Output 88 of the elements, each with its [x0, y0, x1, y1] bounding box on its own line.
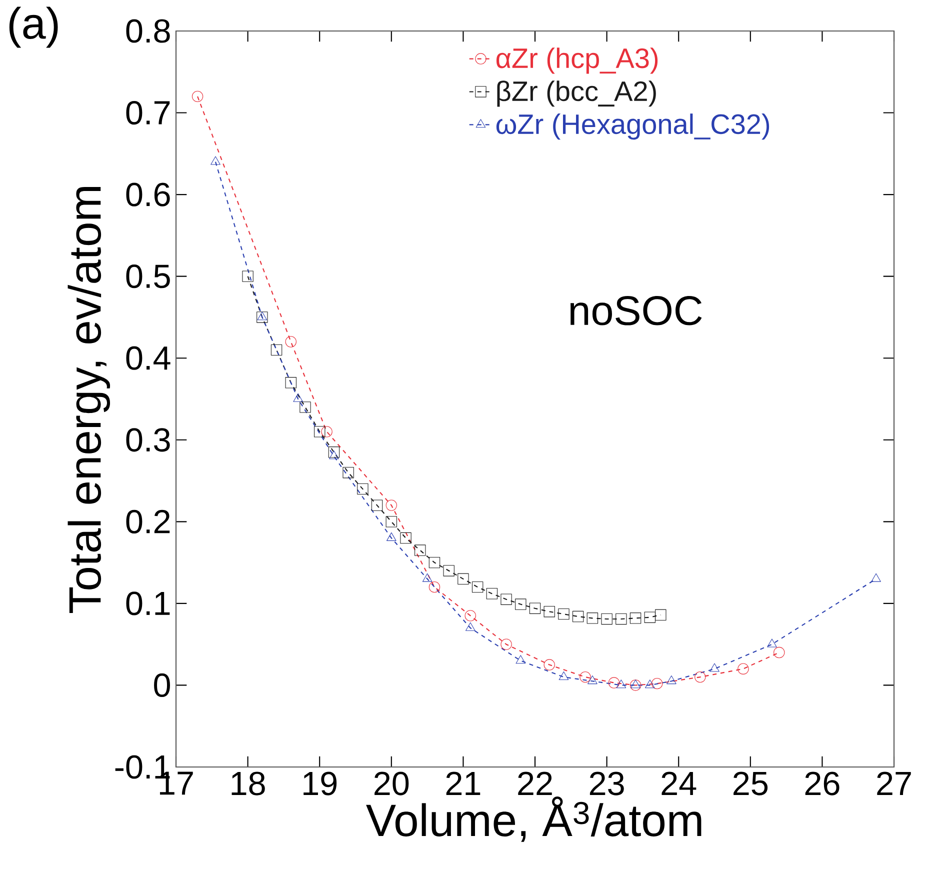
- x-tick-label: 25: [734, 772, 768, 796]
- point: [321, 426, 332, 438]
- point: [630, 612, 642, 624]
- legend-label: αZr (hcp_A3): [496, 48, 658, 74]
- point: [544, 606, 555, 618]
- point: [472, 581, 484, 593]
- point: [329, 450, 339, 460]
- x-tick-label: 22: [518, 772, 552, 795]
- point: [300, 402, 311, 413]
- point: [694, 671, 706, 683]
- point: [616, 613, 627, 625]
- point: [616, 680, 626, 688]
- y-tick-label: 0.2: [126, 510, 170, 534]
- point: [630, 680, 642, 691]
- point: [608, 677, 620, 688]
- y-tick-label: 0.5: [126, 264, 170, 288]
- point: [314, 426, 326, 438]
- point: [285, 336, 296, 348]
- point: [371, 500, 383, 511]
- point: [580, 671, 591, 683]
- y-tick-label: 0.4: [126, 346, 170, 370]
- point: [871, 573, 881, 582]
- x-tick-label: 18: [232, 772, 265, 796]
- annotation: noSOC: [570, 296, 702, 326]
- text: (a): [9, 6, 58, 48]
- point: [428, 581, 440, 593]
- point: [558, 608, 570, 620]
- point: [572, 610, 584, 622]
- point: [486, 588, 498, 600]
- point: [428, 556, 440, 568]
- x-tick-label: 27: [877, 772, 911, 795]
- y-tick-label: 0.1: [126, 592, 170, 616]
- point: [242, 270, 254, 282]
- point: [192, 90, 204, 102]
- x-tick-label: 24: [662, 772, 696, 795]
- point: [414, 544, 426, 556]
- point: [210, 156, 220, 165]
- x-tick-label: 19: [304, 772, 337, 796]
- point: [500, 594, 512, 605]
- point: [500, 638, 512, 650]
- y-axis-title: Total energy, ev/atom: [68, 187, 110, 613]
- y-tick-label: 0.3: [126, 428, 170, 452]
- legend-label: ωZr (Hexagonal_C32): [496, 114, 770, 140]
- point: [710, 663, 720, 672]
- x-tick-label: 21: [446, 772, 480, 795]
- point: [386, 500, 398, 511]
- point: [558, 671, 569, 680]
- legend-label: βZr (bcc_A2): [497, 80, 656, 107]
- y-tick-label: 0.6: [126, 182, 170, 206]
- y-tick-label: 0.7: [126, 100, 170, 125]
- point: [774, 646, 785, 658]
- point: [529, 602, 541, 614]
- point: [767, 638, 777, 648]
- point: [466, 622, 476, 631]
- y-tick-label: 0: [154, 673, 170, 698]
- x-tick-label: 20: [374, 772, 409, 796]
- point: [400, 532, 412, 544]
- point: [515, 598, 526, 610]
- point: [544, 659, 555, 670]
- point: [357, 483, 368, 495]
- point: [666, 676, 676, 684]
- point: [651, 678, 663, 690]
- point: [630, 680, 640, 688]
- point: [464, 610, 476, 622]
- point: [443, 565, 454, 576]
- point: [270, 344, 282, 356]
- point: [644, 612, 656, 623]
- point: [655, 609, 666, 620]
- point: [257, 312, 268, 320]
- point: [458, 573, 469, 585]
- point: [386, 532, 396, 541]
- point: [328, 446, 340, 458]
- x-tick-label: 23: [590, 772, 624, 796]
- point: [645, 680, 655, 688]
- point: [588, 676, 598, 684]
- x-tick-label: 26: [805, 772, 840, 796]
- x-axis-title: Volume, Å$^{3}$/atom: [366, 796, 702, 842]
- point: [738, 663, 749, 674]
- point: [256, 312, 268, 323]
- point: [586, 612, 598, 624]
- point: [342, 466, 354, 478]
- point: [601, 613, 612, 625]
- point: [516, 655, 526, 664]
- point: [285, 377, 296, 388]
- point: [386, 516, 398, 528]
- point: [293, 393, 303, 402]
- y-tick-label: 0.8: [126, 19, 170, 43]
- point: [422, 573, 432, 582]
